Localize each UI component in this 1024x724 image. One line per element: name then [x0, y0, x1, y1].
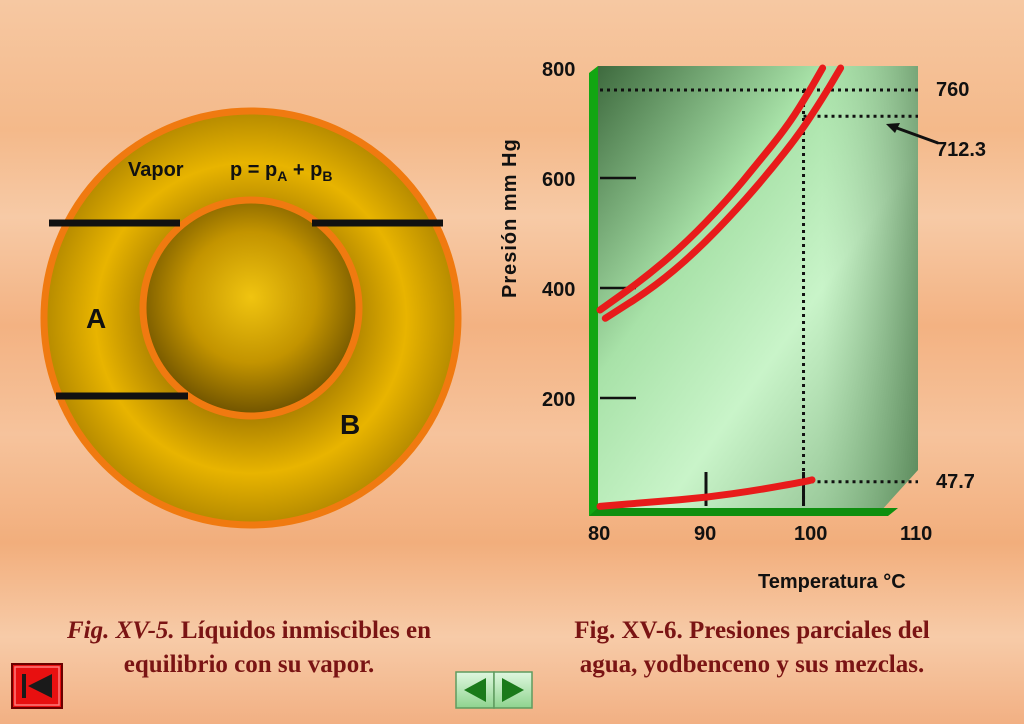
skip-to-first-icon: [22, 674, 52, 698]
immiscible-liquids-diagram: Vapor p = pA + pB A B: [40, 107, 462, 529]
fig5-caption-line1: Líquidos inmiscibles en: [174, 617, 431, 644]
annotation-label: 712.3: [936, 139, 986, 161]
y-axis-wall: [589, 66, 598, 516]
series-line: [596, 64, 827, 314]
first-slide-button[interactable]: [11, 663, 63, 709]
liquid-b-label: B: [340, 409, 360, 440]
x-tick-label: 100: [794, 523, 827, 545]
series-line: [601, 64, 845, 322]
fig5-caption-line2: equilibrio con su vapor.: [123, 651, 375, 678]
next-arrow-icon: [502, 678, 524, 702]
x-tick-label: 90: [694, 523, 716, 545]
vapor-pressure-chart: 200 400 600 800 80 90 100 110 760 712.3 47.7 Presi…: [499, 59, 986, 593]
fig5-caption-prefix: Fig. XV-5.: [67, 617, 175, 644]
y-tick-label: 600: [542, 169, 575, 191]
next-slide-button[interactable]: [493, 671, 533, 709]
annotation-label: 47.7: [936, 471, 975, 493]
x-axis-title: Temperatura °C: [758, 571, 906, 593]
fig6-caption-line1: Fig. XV-6. Presiones parciales del: [574, 617, 930, 644]
x-tick-label: 110: [900, 523, 932, 545]
partial-pressure-equation: p = pA + pB: [230, 159, 333, 184]
vapor-label: Vapor: [128, 159, 184, 181]
liquid-core: [139, 196, 363, 420]
annotation-arrowhead-icon: [886, 123, 900, 133]
x-axis-floor: [589, 508, 898, 516]
y-tick-label: 200: [542, 389, 575, 411]
fig5-caption: Fig. XV-5. Líquidos inmiscibles en equil…: [14, 614, 484, 682]
annotation-arrow-shaft: [893, 125, 939, 145]
fig6-caption: Fig. XV-6. Presiones parciales del agua,…: [520, 614, 984, 682]
y-tick-label: 800: [542, 59, 575, 81]
x-tick-label: 80: [588, 523, 610, 545]
y-axis-title: Presión mm Hg: [499, 138, 521, 298]
fig6-caption-line2: agua, yodbenceno y sus mezclas.: [579, 651, 925, 678]
previous-arrow-icon: [464, 678, 486, 702]
annotation-label: 760: [936, 79, 969, 101]
liquid-a-label: A: [86, 303, 106, 334]
series-line: [596, 476, 816, 510]
y-tick-label: 400: [542, 279, 575, 301]
previous-slide-button[interactable]: [455, 671, 495, 709]
